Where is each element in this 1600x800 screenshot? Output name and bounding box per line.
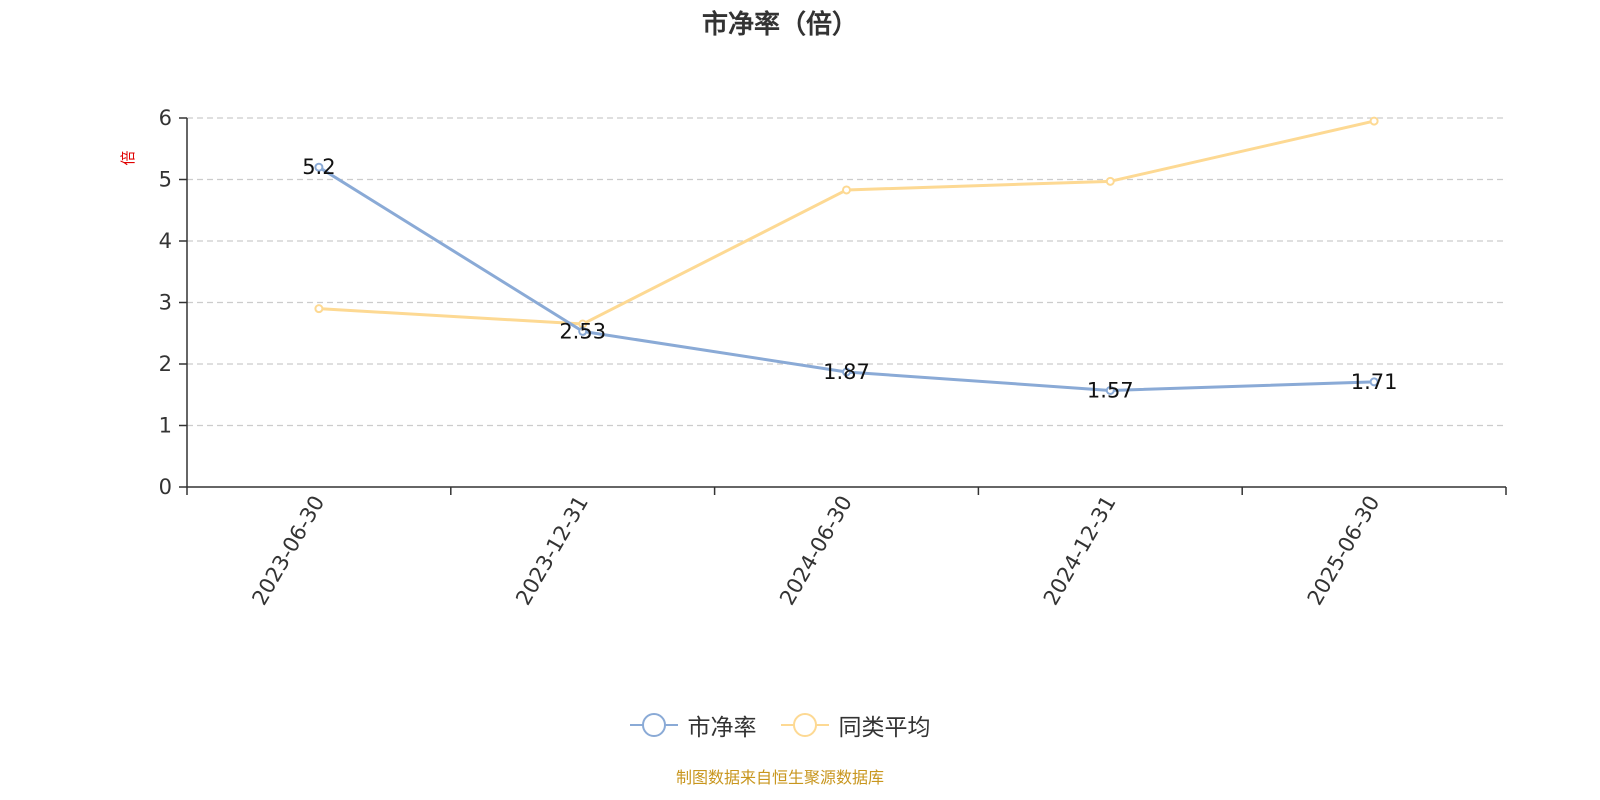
y-tick-label: 1 [159,414,172,438]
legend-label: 市净率 [687,715,757,741]
y-tick-label: 5 [159,168,172,192]
axes: 0 1 2 3 4 5 6 倍 2023-06-30 2023-12-31 2024-06-30 20… [119,106,1507,610]
legend-item-0[interactable]: 市净率 [629,708,757,742]
data-label: 1.87 [823,360,870,384]
x-tick-label: 2024-12-31 [1039,492,1121,610]
legend-marker-icon [629,712,678,738]
series-lines [314,116,1379,395]
x-tick-label: 2023-06-30 [247,492,329,610]
chart-title: 市净率（倍） [701,10,858,40]
data-label: 1.71 [1351,370,1398,394]
data-label: 1.57 [1087,378,1134,402]
data-label: 2.53 [559,319,606,343]
data-point [314,304,324,314]
data-point [314,162,324,172]
data-point [842,185,851,195]
data-point [1105,385,1115,395]
y-tick-label: 6 [159,106,172,130]
data-point [578,326,588,336]
data-point [1105,176,1115,186]
y-axis-label: 倍 [119,150,137,165]
series-line-0 [318,165,1375,392]
legend-item-1[interactable]: 同类平均 [780,708,931,742]
data-point [1369,116,1379,126]
y-tick-label: 3 [159,291,172,315]
legend-marker-icon [780,712,829,738]
source-note: 制图数据来自恒生聚源数据库 [675,768,884,787]
legend-label: 同类平均 [838,715,931,741]
x-tick-label: 2023-12-31 [511,492,593,610]
legend: 市净率 同类平均 [0,708,1560,742]
labels: 5.2 2.53 1.87 1.57 1.71 [302,155,1397,402]
y-tick-label: 4 [159,229,172,253]
y-tick-label: 2 [159,352,172,376]
data-point [842,367,851,377]
series-line-1 [318,119,1375,326]
data-point [1369,377,1379,387]
x-tick-label: 2025-06-30 [1303,492,1385,610]
y-tick-label: 0 [159,475,172,499]
x-tick-label: 2024-06-30 [775,492,857,610]
data-label: 5.2 [302,155,335,179]
